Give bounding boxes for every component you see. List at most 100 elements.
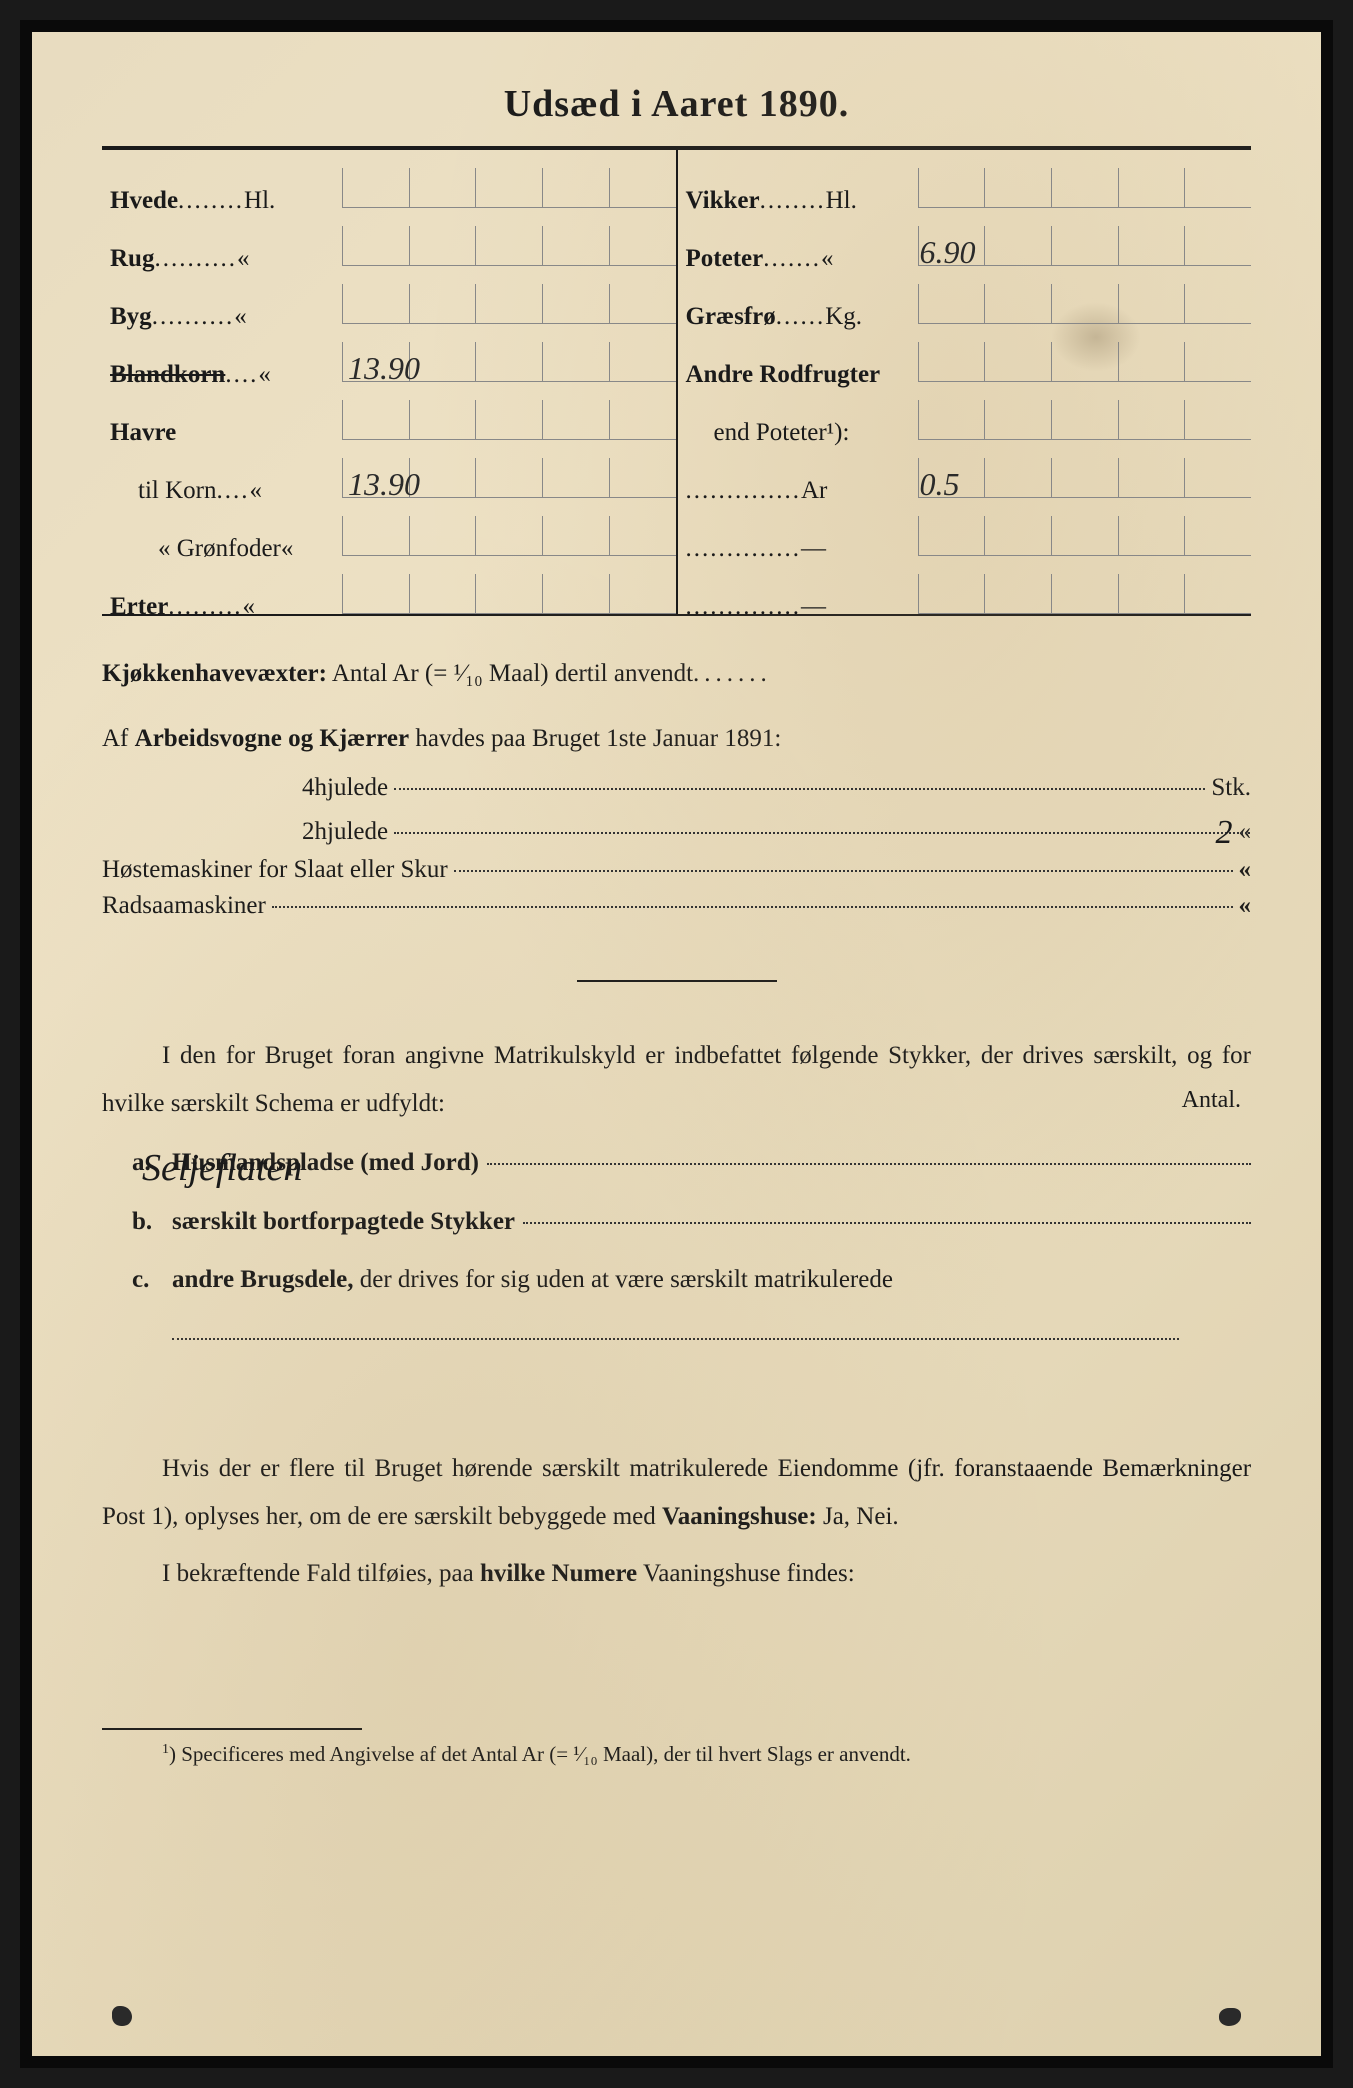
wagon-item: 4hjulede Stk. [102,774,1251,802]
seed-label: Hvede........Hl. [102,187,342,215]
wagon-item: 2hjulede2« [102,810,1251,848]
dotted-fill [454,870,1233,872]
seed-value-cell [342,226,676,266]
seed-label: ..............— [678,535,918,563]
seed-value-cell [342,516,676,556]
seed-value-cell [342,284,676,324]
seed-value-cell [342,168,676,208]
list-label: andre Brugsdele, [172,1266,354,1293]
seed-row: Havre [102,382,676,440]
list-letter: c. [132,1254,172,1307]
seed-table: Hvede........Hl.Rug..........«Byg.......… [102,150,1251,616]
document-page: Udsæd i Aaret 1890. Hvede........Hl.Rug.… [20,20,1333,2068]
seed-label: Byg..........« [102,303,342,331]
handwritten-value: 0.5 [920,466,960,503]
seed-label: til Korn....« [102,477,342,505]
handwritten-value: 6.90 [920,234,976,271]
wagon-bold: Arbeidsvogne og Kjærrer [135,725,410,752]
footnote-rule [102,1728,362,1730]
hostemaskiner-unit: « [1239,856,1252,884]
seed-value-cell [918,516,1252,556]
dotted-fill [487,1163,1251,1165]
eiendomme-paragraph: Hvis der er flere til Bruget hørende sær… [102,1445,1251,1540]
para3-bold: hvilke Numere [480,1560,637,1587]
seed-label: ..............— [678,593,918,621]
seed-value-cell [342,400,676,440]
seed-row: Blandkorn....«13.90 [102,324,676,382]
matrikul-text: I den for Bruget foran angivne Matrikuls… [102,1042,1251,1117]
stykker-list-item: a.Husmandspladse (med Jord)Seljeflaten [132,1137,1251,1190]
seed-row: Andre Rodfrugter [678,324,1252,382]
wagon-heading: Af Arbeidsvogne og Kjærrer havdes paa Br… [102,711,1251,766]
seed-value-cell: 13.90 [342,342,676,382]
page-title: Udsæd i Aaret 1890. [102,82,1251,126]
footnote-sup: 1 [162,1742,169,1757]
wagon-rest: havdes paa Bruget 1ste Januar 1891: [409,725,781,752]
dotted-fill [172,1322,1179,1340]
seed-row: Rug..........« [102,208,676,266]
list-label-rest: der drives for sig uden at være særskilt… [354,1266,893,1293]
seed-row: end Poteter¹): [678,382,1252,440]
seed-row: til Korn....«13.90 [102,440,676,498]
matrikul-paragraph: I den for Bruget foran angivne Matrikuls… [102,1032,1251,1127]
seed-label: Andre Rodfrugter [678,361,918,389]
wagon-prefix: Af [102,725,135,752]
seed-value-cell [918,168,1252,208]
seed-row: ..............— [678,556,1252,614]
seed-label: « Grønfoder« [102,535,342,563]
seed-row: Vikker........Hl. [678,150,1252,208]
seed-label: ..............Ar [678,477,918,505]
radsaamaskiner-line: Radsaamaskiner « [102,892,1251,920]
seed-value-cell [342,574,676,614]
seed-table-left-column: Hvede........Hl.Rug..........«Byg.......… [102,150,678,614]
para2-l3: om de ere særskilt bebyggede med [309,1503,662,1530]
kitchen-garden-line: Kjøkkenhavevæxter: Antal Ar (= ¹⁄₁₀ Maal… [102,646,1251,701]
footnote: 1) Specificeres med Angivelse af det Ant… [102,1738,1251,1772]
handwritten-value: 13.90 [348,466,420,503]
hostemaskiner-label: Høstemaskiner [102,856,252,883]
seed-row: « Grønfoder« [102,498,676,556]
seed-label: end Poteter¹): [678,419,918,447]
seed-value-cell: 13.90 [342,458,676,498]
para3-a: I bekræftende Fald tilføies, paa [162,1560,480,1587]
seed-value-cell [918,574,1252,614]
vaaningshuse-label: Vaaningshuse: [662,1503,817,1530]
seed-label: Erter.........« [102,593,342,621]
hostemaskiner-line: Høstemaskiner for Slaat eller Skur « [102,856,1251,884]
dotted-fill [523,1222,1251,1224]
para2-l1: Hvis der er flere til Bruget hørende sær… [162,1455,768,1482]
kitchen-label: Kjøkkenhavevæxter: [102,660,327,687]
hostemaskiner-rest: for Slaat eller Skur [252,856,448,883]
seed-value-cell [918,284,1252,324]
section-divider [577,980,777,982]
antal-header: Antal. [1182,1087,1241,1114]
dotted-fill [272,906,1233,908]
seed-label: Havre [102,419,342,447]
kitchen-dots: ....... [693,660,772,687]
seed-value-cell: 0.5 [918,458,1252,498]
seed-label: Græsfrø......Kg. [678,303,918,331]
seed-row: ..............Ar0.5 [678,440,1252,498]
stykker-list-item: c.andre Brugsdele, der drives for sig ud… [132,1254,1251,1359]
seed-value-cell [918,400,1252,440]
seed-label: Poteter.......« [678,245,918,273]
seed-value-cell: 6.90 [918,226,1252,266]
handwritten-value: 13.90 [348,350,420,387]
ink-spot [112,2006,132,2026]
wagon-item-label: 2hjulede [302,818,388,846]
ink-spot [1219,2008,1241,2026]
footnote-text: ) Specificeres med Angivelse af det Anta… [169,1742,911,1766]
seed-row: ..............— [678,498,1252,556]
para2-tail: Ja, Nei. [817,1503,899,1530]
seed-row: Byg..........« [102,266,676,324]
handwritten-value: 2 [1216,814,1233,852]
wagon-item-label: 4hjulede [302,774,388,802]
seed-row: Græsfrø......Kg. [678,266,1252,324]
wagon-item-unit: Stk. [1211,774,1251,802]
seed-value-cell [918,342,1252,382]
seed-table-right-column: Vikker........Hl.Poteter.......«6.90Græs… [678,150,1252,614]
seed-row: Hvede........Hl. [102,150,676,208]
para3-b: Vaaningshuse findes: [637,1560,855,1587]
seed-label: Vikker........Hl. [678,187,918,215]
seed-label: Rug..........« [102,245,342,273]
